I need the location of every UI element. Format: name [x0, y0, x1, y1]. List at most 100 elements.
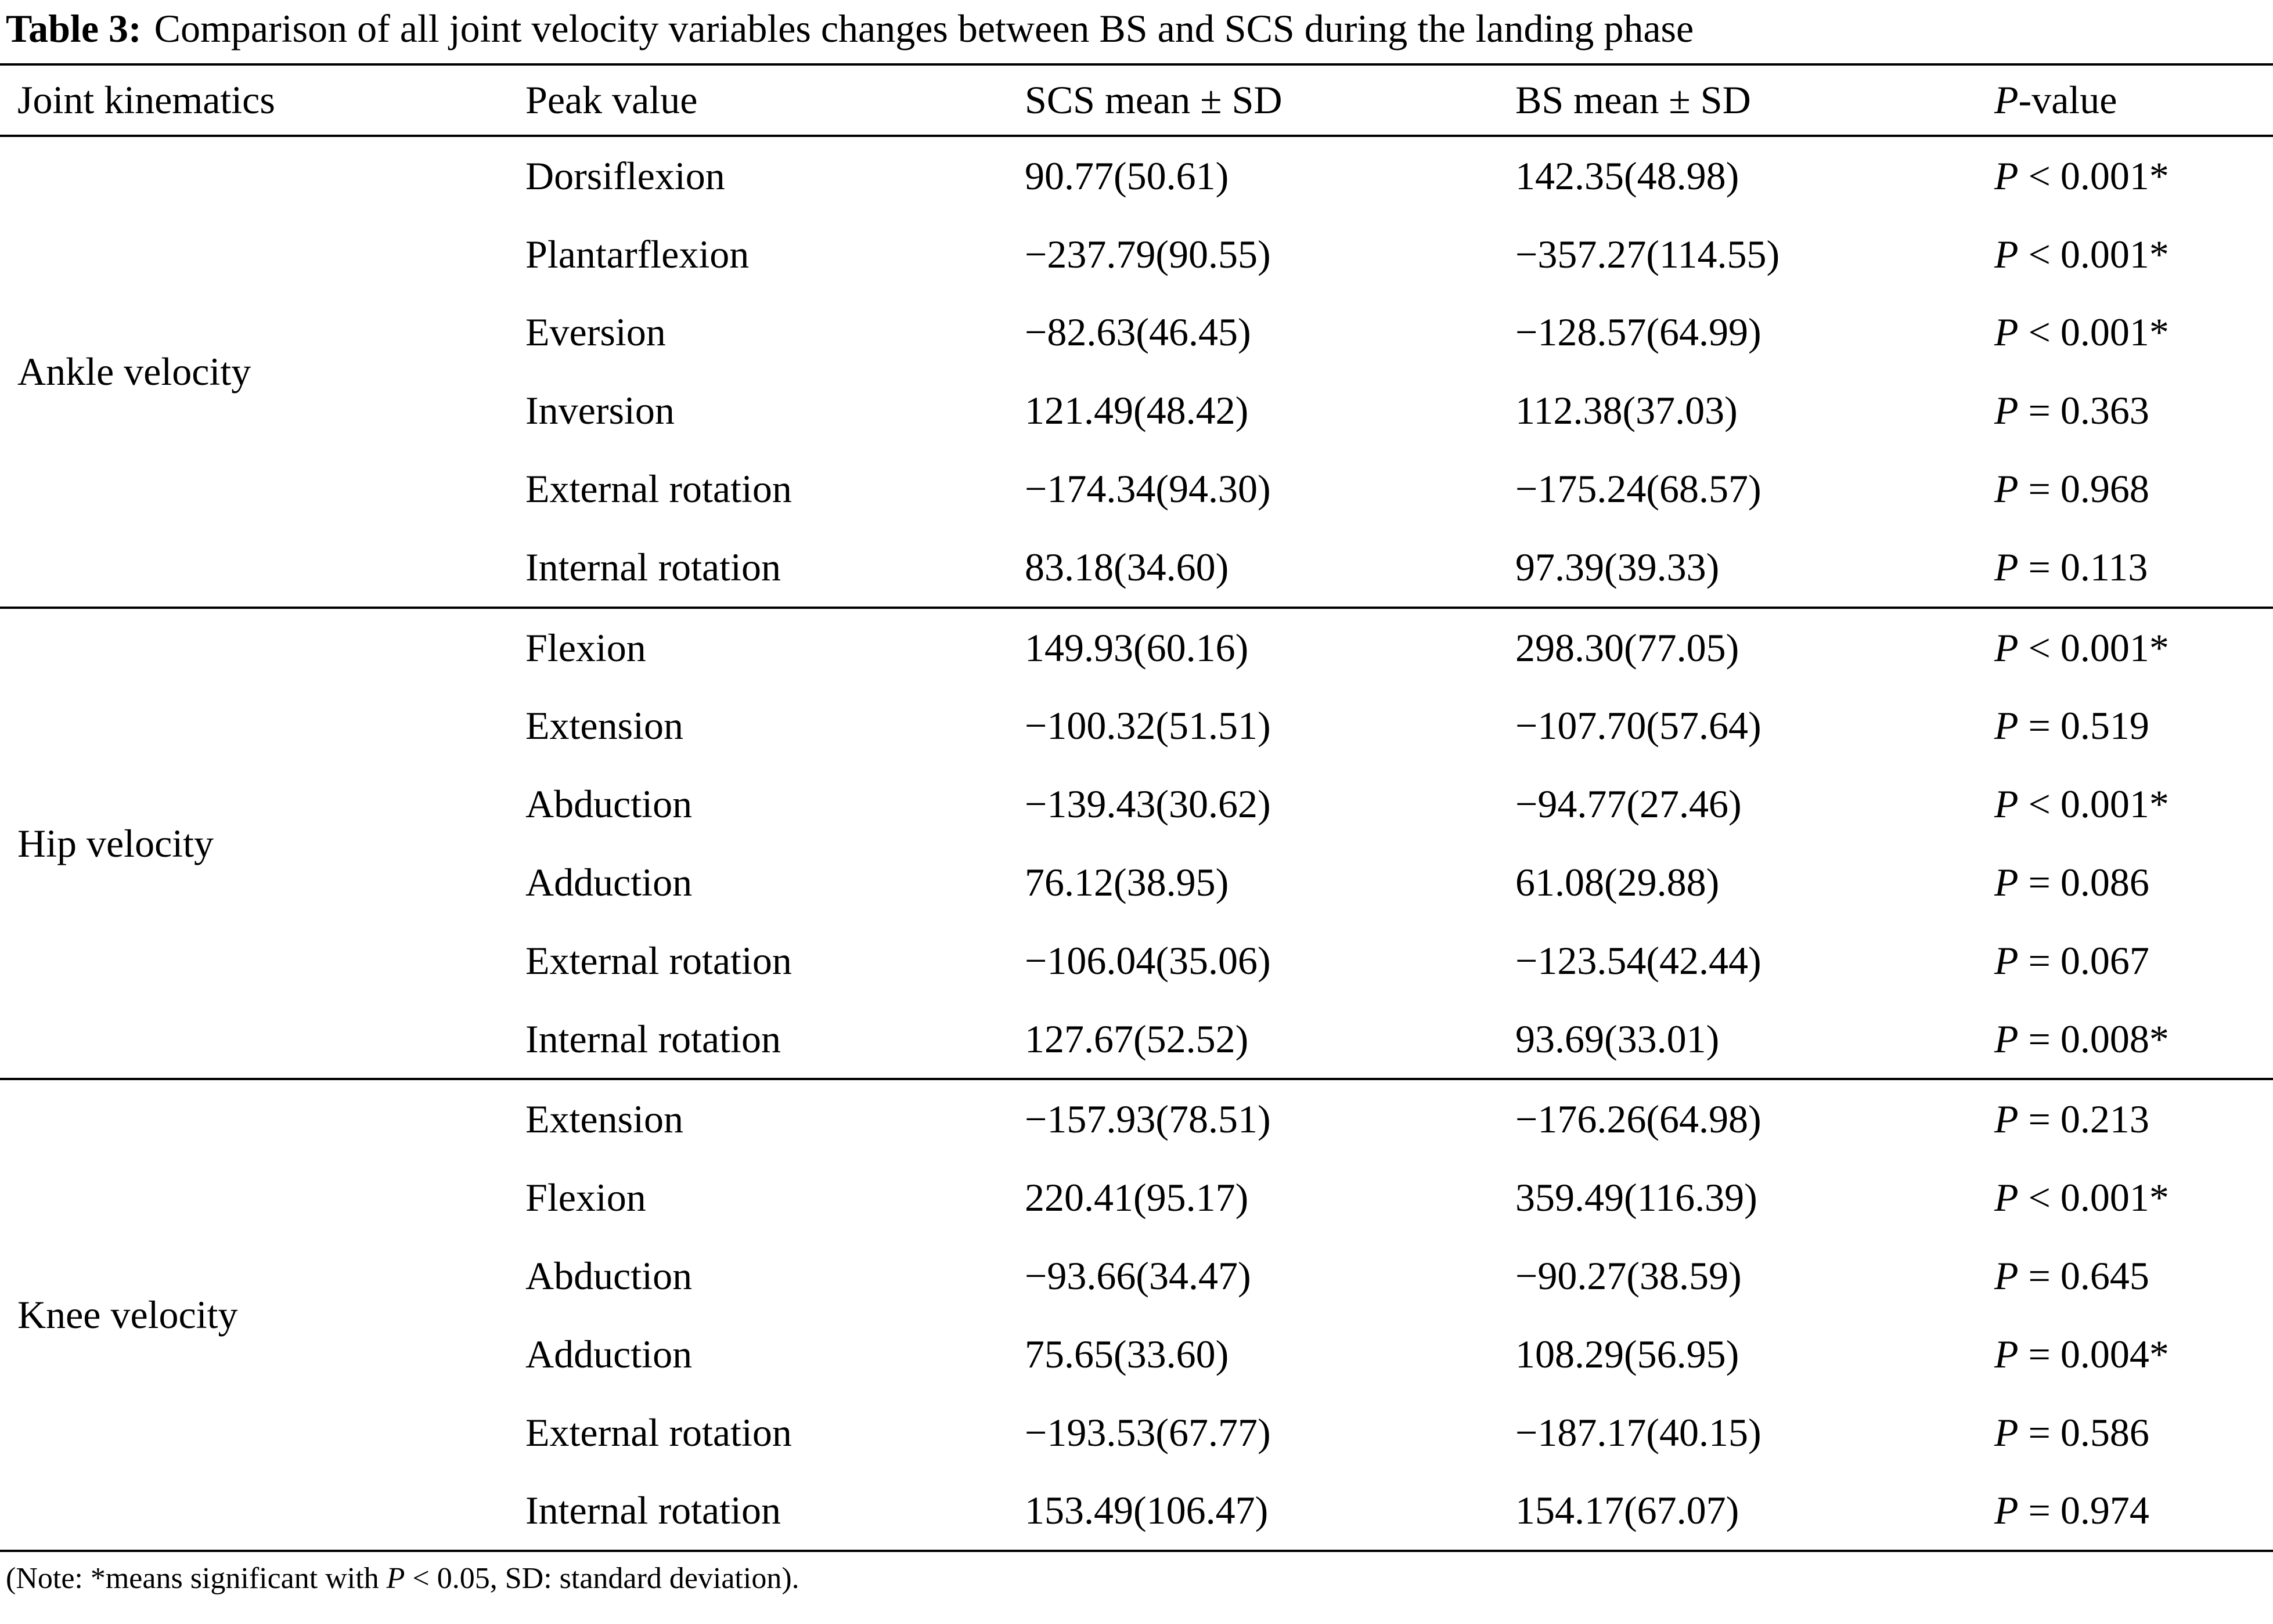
cell-p-value: P = 0.968: [1994, 466, 2149, 511]
column-header: SCS mean ± SD: [1007, 64, 1498, 137]
cell-scs-mean-sd: −139.43(30.62): [1025, 782, 1271, 827]
table-row: Inversion 121.49(48.42) 112.38(37.03) P = 0…: [0, 371, 2273, 450]
cell-scs-mean-sd: 83.18(34.60): [1025, 544, 1229, 589]
column-header: Joint kinematics: [0, 64, 508, 137]
table-row: Internal rotation 83.18(34.60) 97.39(39.33…: [0, 528, 2273, 608]
table-row: Hip velocity Flexion 149.93(60.16) 298.30(7…: [0, 606, 2273, 1080]
cell-bs-mean-sd: 359.49(116.39): [1515, 1175, 1757, 1220]
cell-bs-mean-sd: −176.26(64.98): [1498, 1078, 1977, 1159]
comparison-table: Joint kinematics Peak value SCS mean ± SD B…: [0, 63, 2273, 1553]
cell-scs-mean-sd: −106.04(35.06): [1025, 938, 1271, 983]
cell-p-value: P < 0.001*: [1994, 232, 2169, 276]
group-label: Ankle velocity: [0, 134, 508, 608]
cell-bs-mean-sd: 154.17(67.07): [1515, 1488, 1739, 1533]
cell-scs-mean-sd: −174.34(94.30): [1025, 466, 1271, 511]
cell-peak-value: Dorsiflexion: [508, 134, 1007, 215]
cell-bs-mean-sd: 61.08(29.88): [1515, 860, 1720, 904]
cell-p-value: P = 0.586: [1994, 1410, 2149, 1455]
cell-p-value: P < 0.001*: [1994, 782, 2169, 827]
table-row: Abduction −139.43(30.62) −94.77(27.46) P < …: [0, 765, 2273, 843]
cell-bs-mean-sd: −123.54(42.44): [1515, 938, 1762, 983]
cell-peak-value: External rotation: [525, 938, 792, 983]
cell-peak-value: Adduction: [525, 1331, 693, 1376]
table-row: Adduction 75.65(33.60) 108.29(56.95) P = 0.…: [0, 1315, 2273, 1394]
cell-scs-mean-sd: 121.49(48.42): [1025, 388, 1249, 433]
cell-bs-mean-sd: −90.27(38.59): [1515, 1253, 1742, 1298]
cell-bs-mean-sd: 108.29(56.95): [1515, 1331, 1739, 1376]
cell-peak-value: Abduction: [525, 782, 693, 827]
cell-peak-value: External rotation: [525, 466, 792, 511]
cell-p-value: P = 0.519: [1994, 703, 2149, 748]
cell-scs-mean-sd: 149.93(60.16): [1007, 606, 1498, 687]
column-header: Peak value: [508, 64, 1007, 137]
cell-bs-mean-sd: 298.30(77.05): [1498, 606, 1977, 687]
cell-p-value: P = 0.213: [1977, 1078, 2273, 1159]
cell-scs-mean-sd: −237.79(90.55): [1025, 232, 1271, 276]
cell-scs-mean-sd: 127.67(52.52): [1025, 1016, 1249, 1061]
cell-scs-mean-sd: −93.66(34.47): [1025, 1253, 1251, 1298]
cell-p-value: P = 0.086: [1994, 860, 2149, 904]
cell-scs-mean-sd: −100.32(51.51): [1025, 703, 1271, 748]
cell-scs-mean-sd: 220.41(95.17): [1025, 1175, 1249, 1220]
cell-scs-mean-sd: −82.63(46.45): [1025, 310, 1251, 355]
header-row: Joint kinematics Peak value SCS mean ± SD B…: [0, 64, 2273, 137]
group-label: Hip velocity: [0, 606, 508, 1080]
cell-bs-mean-sd: −175.24(68.57): [1515, 466, 1762, 511]
table-row: External rotation −193.53(67.77) −187.17(4…: [0, 1394, 2273, 1472]
cell-peak-value: Flexion: [525, 1175, 646, 1220]
table-row: Ankle velocity Dorsiflexion 90.77(50.61) 14…: [0, 134, 2273, 608]
table-row: Flexion 220.41(95.17) 359.49(116.39) P < 0.…: [0, 1159, 2273, 1237]
cell-peak-value: Internal rotation: [525, 544, 781, 589]
cell-peak-value: Adduction: [525, 860, 693, 904]
group-label: Knee velocity: [0, 1078, 508, 1551]
cell-peak-value: Extension: [508, 1078, 1007, 1159]
cell-p-value: P < 0.001*: [1977, 134, 2273, 215]
table-row: Abduction −93.66(34.47) −90.27(38.59) P = 0…: [0, 1237, 2273, 1315]
cell-peak-value: Eversion: [525, 310, 666, 355]
cell-scs-mean-sd: 76.12(38.95): [1025, 860, 1229, 904]
cell-p-value: P = 0.974: [1994, 1488, 2149, 1533]
cell-peak-value: Internal rotation: [525, 1016, 781, 1061]
footnote-post: < 0.05, SD: standard deviation).: [405, 1562, 799, 1596]
cell-p-value: P = 0.004*: [1994, 1331, 2169, 1376]
cell-p-value: P = 0.008*: [1994, 1016, 2169, 1061]
column-header: P-value: [1977, 64, 2273, 137]
cell-p-value: P = 0.645: [1994, 1253, 2149, 1298]
cell-peak-value: Flexion: [508, 606, 1007, 687]
cell-peak-value: Inversion: [525, 388, 675, 433]
cell-scs-mean-sd: 90.77(50.61): [1007, 134, 1498, 215]
cell-p-value: P < 0.001*: [1977, 606, 2273, 687]
table-row: Knee velocity Extension −157.93(78.51) −176…: [0, 1078, 2273, 1551]
table-row: Internal rotation 127.67(52.52) 93.69(33.0…: [0, 1000, 2273, 1080]
table-caption-text: Comparison of all joint velocity variabl…: [154, 6, 1694, 50]
cell-bs-mean-sd: 93.69(33.01): [1515, 1016, 1720, 1061]
table-row: External rotation −106.04(35.06) −123.54(4…: [0, 922, 2273, 1000]
table-caption-label: Table 3:: [6, 6, 142, 50]
footnote-p-symbol: P: [386, 1562, 405, 1596]
cell-p-value: P < 0.001*: [1994, 1175, 2169, 1220]
table-body: Ankle velocity Dorsiflexion 90.77(50.61) 14…: [0, 134, 2273, 1551]
cell-bs-mean-sd: 112.38(37.03): [1515, 388, 1738, 433]
cell-p-value: P < 0.001*: [1994, 310, 2169, 355]
column-header: BS mean ± SD: [1498, 64, 1977, 137]
cell-peak-value: Plantarflexion: [525, 232, 750, 276]
cell-peak-value: Abduction: [525, 1253, 693, 1298]
table-row: Internal rotation 153.49(106.47) 154.17(67…: [0, 1471, 2273, 1551]
cell-bs-mean-sd: −94.77(27.46): [1515, 782, 1742, 827]
cell-peak-value: Internal rotation: [525, 1488, 781, 1533]
cell-p-value: P = 0.363: [1994, 388, 2149, 433]
cell-p-value: P = 0.113: [1994, 544, 2148, 589]
cell-bs-mean-sd: 142.35(48.98): [1498, 134, 1977, 215]
cell-scs-mean-sd: −157.93(78.51): [1007, 1078, 1498, 1159]
cell-bs-mean-sd: −107.70(57.64): [1515, 703, 1762, 748]
cell-scs-mean-sd: −193.53(67.77): [1025, 1410, 1271, 1455]
footnote-pre: (Note: *means significant with: [6, 1562, 387, 1596]
cell-scs-mean-sd: 75.65(33.60): [1025, 1331, 1229, 1376]
table-row: Eversion −82.63(46.45) −128.57(64.99) P < 0…: [0, 293, 2273, 371]
cell-bs-mean-sd: −187.17(40.15): [1515, 1410, 1762, 1455]
table-row: Plantarflexion −237.79(90.55) −357.27(114.…: [0, 215, 2273, 294]
table-footnote: (Note: *means significant with P < 0.05,…: [0, 1552, 2273, 1596]
table-row: External rotation −174.34(94.30) −175.24(6…: [0, 450, 2273, 528]
cell-p-value: P = 0.067: [1994, 938, 2149, 983]
